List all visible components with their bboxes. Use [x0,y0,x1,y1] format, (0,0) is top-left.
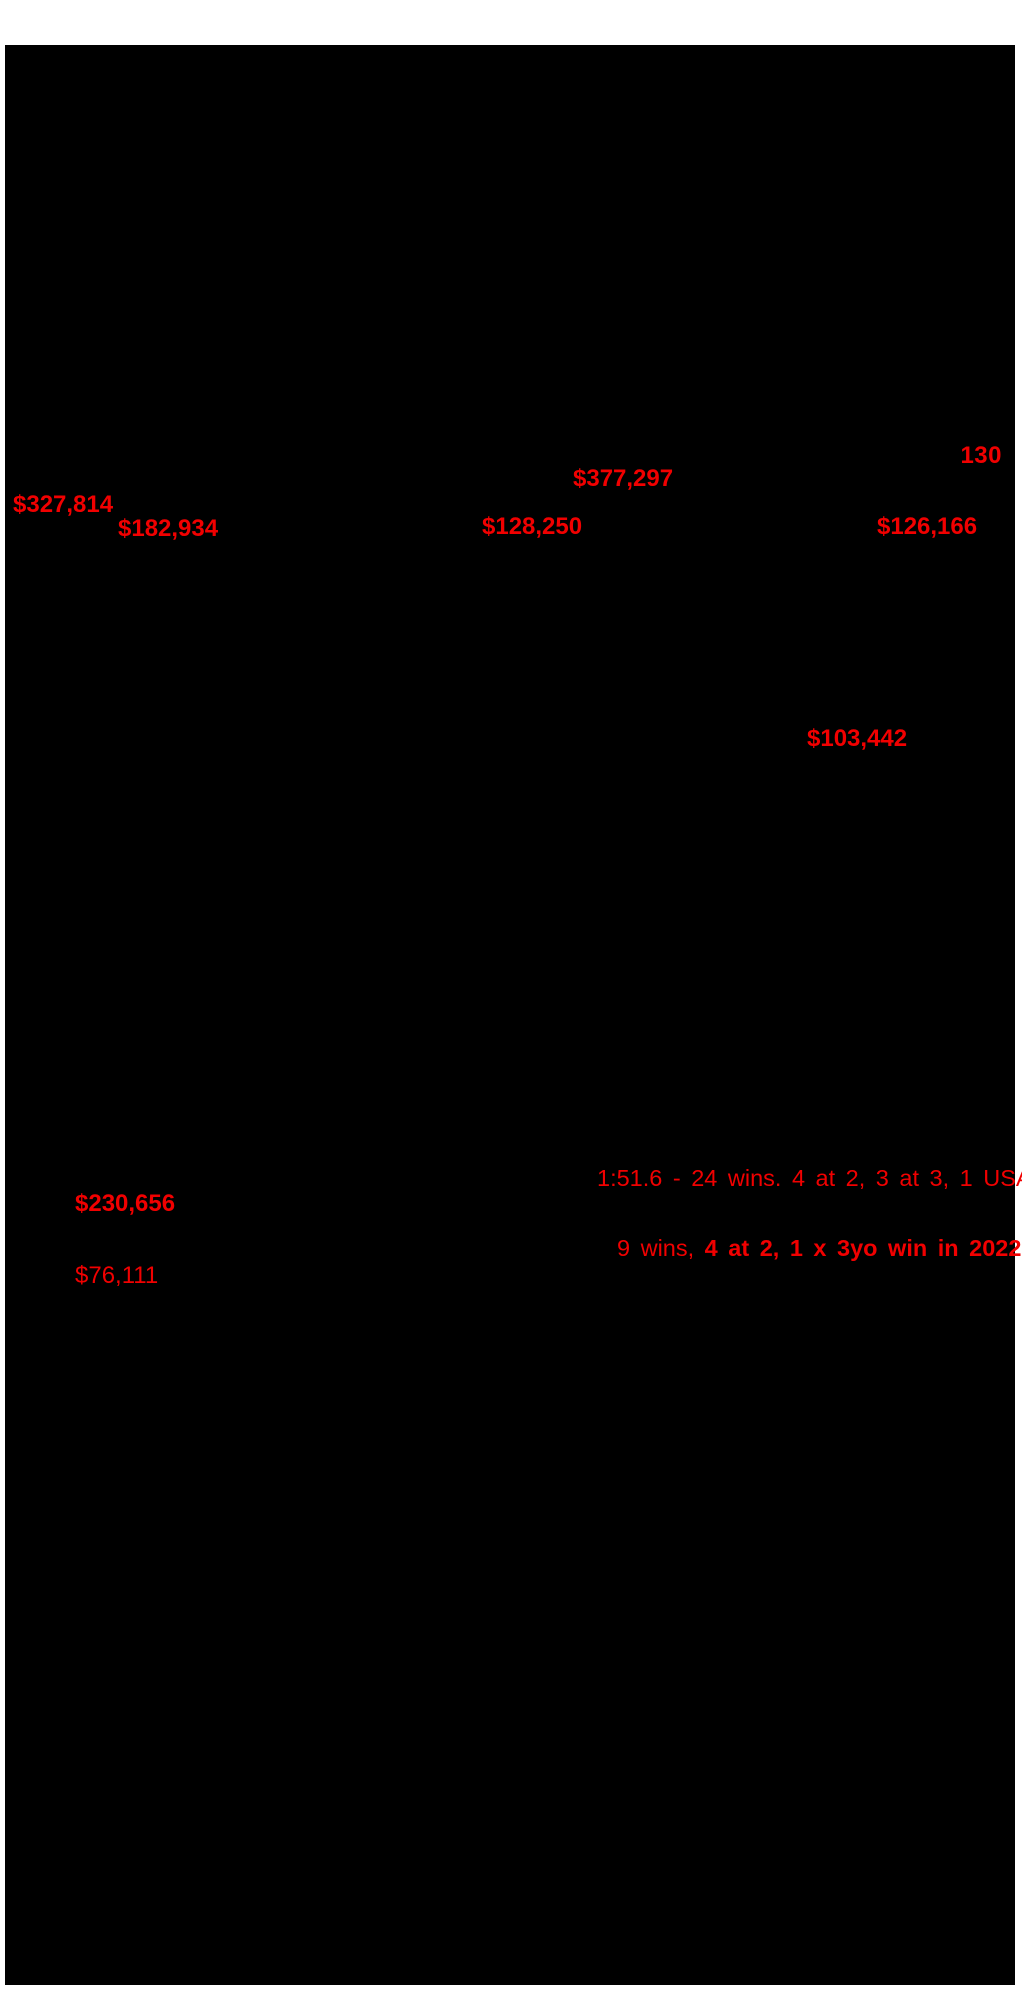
earnings-amount-3: $182,934 [118,515,219,542]
earnings-amount-2: $327,814 [13,491,114,518]
race-record-line-2-emphasis: 4 at 2, 1 x 3yo win in 2022. [704,1235,1022,1261]
earnings-amount-6: $103,442 [807,725,908,752]
catalogue-page-panel [5,45,1015,1985]
earnings-amount-1: $377,297 [573,465,674,492]
earnings-amount-8: $76,111 [75,1262,159,1289]
race-record-line-2: 9 wins, 4 at 2, 1 x 3yo win in 2022. [617,1236,1022,1260]
earnings-amount-4: $128,250 [482,513,583,540]
earnings-amount-7: $230,656 [75,1190,176,1217]
race-record-line-1: 1:51.6 - 24 wins. 4 at 2, 3 at 3, 1 USA [597,1165,1022,1191]
lot-number: 130 [960,442,1002,469]
earnings-amount-5: $126,166 [877,513,978,540]
race-record-line-2-prefix: 9 wins, [617,1235,705,1261]
